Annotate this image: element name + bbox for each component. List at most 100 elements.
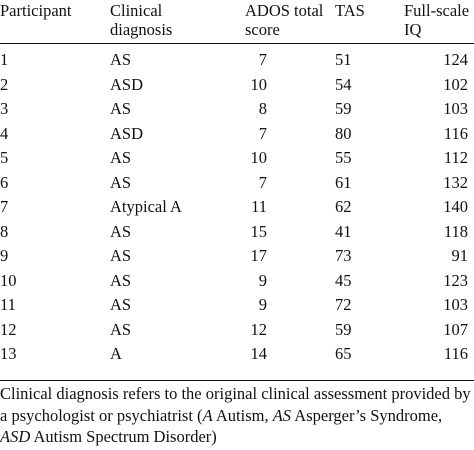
- table-row: 12 AS 12 59 107: [0, 318, 474, 343]
- ados-value: 7: [258, 50, 267, 69]
- ados-value: 8: [258, 99, 267, 118]
- table-row: 8 AS 15 41 118: [0, 220, 474, 245]
- cell-participant: 1: [0, 50, 9, 69]
- cell-tas: 54: [335, 74, 352, 94]
- cell-iq: 91: [451, 246, 469, 265]
- abbr-asd: ASD: [0, 427, 31, 446]
- abbr-a: A: [202, 405, 213, 425]
- table-bottom-rule: [0, 380, 474, 381]
- cell-diagnosis: AS: [110, 99, 132, 118]
- cell-iq: 103: [443, 99, 468, 118]
- ados-value: 11: [251, 197, 267, 216]
- cell-diagnosis: AS: [110, 319, 132, 339]
- cell-participant: 3: [0, 99, 9, 118]
- cell-iq: 140: [443, 197, 468, 216]
- cell-ados: 8: [245, 97, 335, 122]
- cell-ados: 7: [245, 122, 335, 147]
- ados-value: 10: [250, 148, 268, 167]
- cell-iq: 124: [443, 50, 468, 69]
- table-footnote: Clinical diagnosis refers to the origina…: [0, 384, 471, 446]
- cell-participant: 2: [0, 74, 9, 94]
- header-clinical-diagnosis: Clinical diagnosis: [110, 1, 173, 39]
- header-tas: TAS: [335, 1, 365, 20]
- header-ados-total-score: ADOS total score: [245, 1, 324, 39]
- cell-diagnosis: AS: [110, 148, 132, 167]
- cell-tas: 72: [335, 295, 352, 314]
- table-row: 2 ASD 10 54 102: [0, 73, 474, 98]
- cell-iq: 112: [443, 148, 468, 167]
- header-participant: Participant: [0, 1, 72, 20]
- cell-tas: 41: [335, 221, 352, 241]
- cell-ados: 11: [245, 195, 335, 220]
- cell-participant: 9: [0, 246, 9, 265]
- ados-value: 14: [250, 344, 268, 363]
- cell-diagnosis: ASD: [110, 74, 144, 94]
- participant-table: Participant Clinical diagnosis ADOS total…: [0, 0, 474, 367]
- ados-value: 17: [250, 246, 268, 265]
- table-row: 11 AS 9 72 103: [0, 293, 474, 318]
- cell-ados: 17: [245, 244, 335, 269]
- abbr-as: AS: [272, 405, 292, 425]
- cell-tas: 45: [335, 270, 352, 290]
- cell-diagnosis: ASD: [110, 123, 144, 143]
- cell-diagnosis: AS: [110, 221, 132, 241]
- cell-ados: 12: [245, 318, 335, 343]
- cell-ados: 10: [245, 73, 335, 98]
- cell-participant: 10: [0, 270, 17, 290]
- header-full-scale-iq: Full-scale IQ: [404, 1, 470, 39]
- table-row: 9 AS 17 73 91: [0, 244, 474, 269]
- cell-ados: 7: [245, 44, 335, 73]
- cell-iq: 107: [443, 319, 468, 339]
- header-row: Participant Clinical diagnosis ADOS total…: [0, 0, 474, 44]
- cell-iq: 116: [443, 123, 468, 143]
- table-row: 1 AS 7 51 124: [0, 44, 474, 73]
- cell-diagnosis: Atypical A: [110, 197, 182, 216]
- cell-tas: 59: [335, 319, 352, 339]
- cell-participant: 8: [0, 221, 9, 241]
- cell-diagnosis: AS: [110, 246, 132, 265]
- cell-iq: 118: [443, 221, 468, 241]
- table-row: 3 AS 8 59 103: [0, 97, 474, 122]
- cell-tas: 62: [335, 197, 352, 216]
- cell-participant: 13: [0, 344, 17, 363]
- cell-iq: 123: [443, 270, 468, 290]
- cell-tas: 80: [335, 123, 352, 143]
- cell-participant: 11: [0, 295, 16, 314]
- cell-iq: 116: [443, 344, 468, 363]
- table-row: 4 ASD 7 80 116: [0, 122, 474, 147]
- cell-diagnosis: A: [110, 344, 122, 363]
- cell-ados: 9: [245, 269, 335, 294]
- ados-value: 12: [250, 319, 268, 339]
- cell-diagnosis: AS: [110, 172, 132, 192]
- ados-value: 7: [258, 172, 267, 192]
- cell-diagnosis: AS: [110, 50, 132, 69]
- cell-tas: 55: [335, 148, 352, 167]
- cell-ados: 15: [245, 220, 335, 245]
- cell-diagnosis: AS: [110, 270, 132, 290]
- cell-participant: 4: [0, 123, 9, 143]
- table-row: 7 Atypical A 11 62 140: [0, 195, 474, 220]
- ados-value: 7: [258, 123, 267, 143]
- table-row: 6 AS 7 61 132: [0, 171, 474, 196]
- cell-iq: 102: [443, 74, 468, 94]
- ados-value: 15: [250, 221, 268, 241]
- cell-participant: 12: [0, 319, 17, 339]
- ados-value: 10: [250, 74, 268, 94]
- cell-ados: 7: [245, 171, 335, 196]
- cell-participant: 7: [0, 197, 9, 216]
- ados-value: 9: [258, 295, 267, 314]
- table-header: Participant Clinical diagnosis ADOS total…: [0, 0, 474, 44]
- cell-ados: 10: [245, 146, 335, 171]
- cell-iq: 103: [443, 295, 468, 314]
- table-row: 5 AS 10 55 112: [0, 146, 474, 171]
- cell-diagnosis: AS: [110, 295, 132, 314]
- table-row: 13 A 14 65 116: [0, 342, 474, 367]
- cell-tas: 51: [335, 50, 352, 69]
- table-row: 10 AS 9 45 123: [0, 269, 474, 294]
- cell-participant: 6: [0, 172, 9, 192]
- ados-value: 9: [258, 270, 267, 290]
- cell-tas: 61: [335, 172, 352, 192]
- cell-tas: 73: [335, 246, 352, 265]
- table-body: 1 AS 7 51 124 2 ASD 10 54 102 3 AS 8 59 103 4 ASD 7 80 116 5…: [0, 44, 474, 367]
